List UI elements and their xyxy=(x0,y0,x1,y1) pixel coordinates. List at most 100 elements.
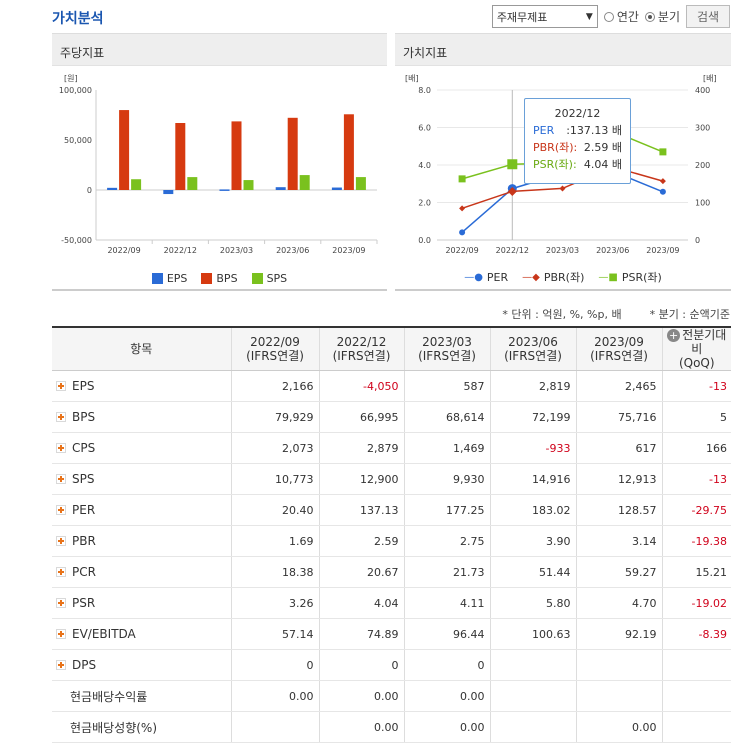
radio-annual[interactable]: 연간 xyxy=(603,8,639,25)
legend-item-per[interactable]: —● PER xyxy=(464,269,508,285)
top-controls: 주재무제표 ▼ 연간 분기 검색 xyxy=(491,5,730,28)
expand-plus-icon[interactable] xyxy=(56,412,66,422)
table-row: EV/EBITDA 57.14 74.89 96.44 100.63 92.19 -8.39 xyxy=(52,618,731,650)
per-share-bar-chart: [원] 100,000 50,000 0 -50,000 2022/09 2022/12 20… xyxy=(59,74,378,255)
table-row: BPS 79,929 66,995 68,614 72,199 75,716 5 xyxy=(52,401,731,433)
y-tick-label: 100,000 xyxy=(59,86,92,95)
col-header-qoq-label: 전분기대비 xyxy=(682,328,727,356)
expand-plus-icon[interactable] xyxy=(56,598,66,608)
expand-plus-icon[interactable] xyxy=(56,505,66,515)
table-cell: 72,199 xyxy=(489,401,576,433)
qoq-cell xyxy=(661,649,731,681)
legend-label: EPS xyxy=(166,272,188,285)
right-tick-label: 300 xyxy=(695,124,710,133)
table-cell: 177.25 xyxy=(403,494,490,526)
expand-plus-icon[interactable] xyxy=(56,536,66,546)
col-header: 2023/03 (IFRS연결) xyxy=(403,327,490,371)
bar-eps xyxy=(331,187,342,190)
row-label[interactable]: BPS xyxy=(52,401,231,433)
bar-bps xyxy=(119,110,130,190)
row-label[interactable]: PSR xyxy=(52,587,231,619)
row-label[interactable]: SPS xyxy=(52,463,231,495)
table-cell: 0 xyxy=(403,649,490,681)
valuation-panel-title: 가치지표 xyxy=(395,34,731,66)
radio-annual-label: 연간 xyxy=(616,10,639,24)
expand-plus-icon[interactable] xyxy=(56,443,66,453)
point-psr xyxy=(507,159,518,170)
page-title: 가치분석 xyxy=(52,11,104,27)
tooltip-row-pbr: PBR(좌): 2.59 배 xyxy=(533,139,622,156)
point-psr xyxy=(659,148,667,156)
y-tick-label: 0 xyxy=(87,186,92,195)
legend-label: PER xyxy=(486,270,509,284)
table-notes: * 단위 : 억원, %, %p, 배 * 분기 : 순액기준 xyxy=(502,306,730,322)
table-row: PCR 18.38 20.67 21.73 51.44 59.27 15.21 xyxy=(52,556,731,588)
table-cell: 2,073 xyxy=(230,432,319,464)
table-cell: 137.13 xyxy=(318,494,404,526)
expand-plus-icon[interactable] xyxy=(56,381,66,391)
row-label[interactable]: CPS xyxy=(52,432,231,464)
legend-item-psr[interactable]: —■ PSR(좌) xyxy=(598,269,661,285)
point-pbr xyxy=(559,185,566,192)
qoq-cell: -19.02 xyxy=(661,587,731,619)
row-label[interactable]: PER xyxy=(52,494,231,526)
bar-sps xyxy=(187,177,198,190)
table-cell: 18.38 xyxy=(230,556,319,588)
table-cell: 66,995 xyxy=(318,401,404,433)
search-button[interactable]: 검색 xyxy=(686,5,730,28)
legend-label: PBR(좌) xyxy=(543,271,585,284)
legend-swatch xyxy=(251,273,263,284)
row-label[interactable]: PBR xyxy=(52,525,231,557)
row-label[interactable]: PCR xyxy=(52,556,231,588)
point-per xyxy=(659,188,666,195)
col-header: 2023/09 (IFRS연결) xyxy=(575,327,662,371)
row-label[interactable]: DPS xyxy=(52,649,231,681)
table-cell: 74.89 xyxy=(318,618,404,650)
table-cell xyxy=(230,711,319,743)
bar-bps xyxy=(231,121,242,190)
expand-plus-icon[interactable] xyxy=(56,660,66,670)
qoq-cell: -29.75 xyxy=(661,494,731,526)
col-header: 2022/12 (IFRS연결) xyxy=(318,327,404,371)
table-cell: 0.00 xyxy=(230,680,319,712)
table-row: EPS 2,166 -4,050 587 2,819 2,465 -13 xyxy=(52,370,731,402)
legend-item-eps[interactable]: EPS xyxy=(151,272,188,285)
table-cell: 68,614 xyxy=(403,401,490,433)
tooltip-row-psr: PSR(좌): 4.04 배 xyxy=(533,156,622,173)
table-cell: 0.00 xyxy=(575,711,662,743)
plus-circle-icon[interactable]: + xyxy=(667,329,681,342)
table-cell: 0 xyxy=(230,649,319,681)
tooltip-psr-label: PSR(좌): xyxy=(533,158,577,171)
table-cell: 587 xyxy=(403,370,490,402)
table-cell: 2,465 xyxy=(575,370,662,402)
x-tick-label: 2022/12 xyxy=(496,246,529,255)
bar-bps xyxy=(343,114,354,190)
bar-eps xyxy=(275,187,286,190)
table-cell: -933 xyxy=(489,432,576,464)
bar-chart-legend: EPS BPS SPS xyxy=(52,272,387,285)
legend-item-sps[interactable]: SPS xyxy=(251,272,287,285)
x-tick-label: 2023/03 xyxy=(546,246,579,255)
row-label: 현금배당성향(%) xyxy=(52,711,231,743)
radio-quarter[interactable]: 분기 xyxy=(644,8,680,25)
row-label-text: SPS xyxy=(72,472,95,486)
expand-plus-icon[interactable] xyxy=(56,474,66,484)
table-row: PBR 1.69 2.59 2.75 3.90 3.14 -19.38 xyxy=(52,525,731,557)
right-tick-label: 200 xyxy=(695,161,710,170)
col-header-basis: (IFRS연결) xyxy=(332,349,391,363)
x-tick-label: 2022/09 xyxy=(445,246,478,255)
radio-checked-icon xyxy=(644,11,655,22)
left-tick-label: 6.0 xyxy=(418,124,431,133)
expand-plus-icon[interactable] xyxy=(56,567,66,577)
tooltip-per-label: PER xyxy=(533,124,555,137)
table-cell: 51.44 xyxy=(489,556,576,588)
row-label[interactable]: EPS xyxy=(52,370,231,402)
table-cell xyxy=(489,711,576,743)
legend-item-pbr[interactable]: —◆ PBR(좌) xyxy=(522,269,584,285)
table-cell: 5.80 xyxy=(489,587,576,619)
row-label[interactable]: EV/EBITDA xyxy=(52,618,231,650)
legend-item-bps[interactable]: BPS xyxy=(201,272,238,285)
statement-select[interactable]: 주재무제표 ▼ xyxy=(491,5,598,28)
table-cell: 0.00 xyxy=(403,711,490,743)
expand-plus-icon[interactable] xyxy=(56,629,66,639)
